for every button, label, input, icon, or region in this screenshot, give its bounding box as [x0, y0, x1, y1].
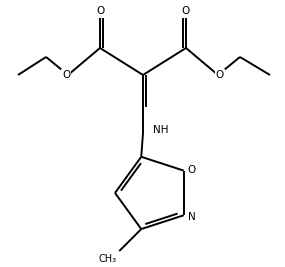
- Text: NH: NH: [153, 125, 168, 135]
- Text: O: O: [62, 70, 70, 80]
- Text: O: O: [216, 70, 224, 80]
- Text: O: O: [188, 164, 196, 175]
- Text: O: O: [96, 6, 104, 16]
- Text: N: N: [188, 212, 196, 222]
- Text: O: O: [182, 6, 190, 16]
- Text: CH₃: CH₃: [98, 254, 116, 264]
